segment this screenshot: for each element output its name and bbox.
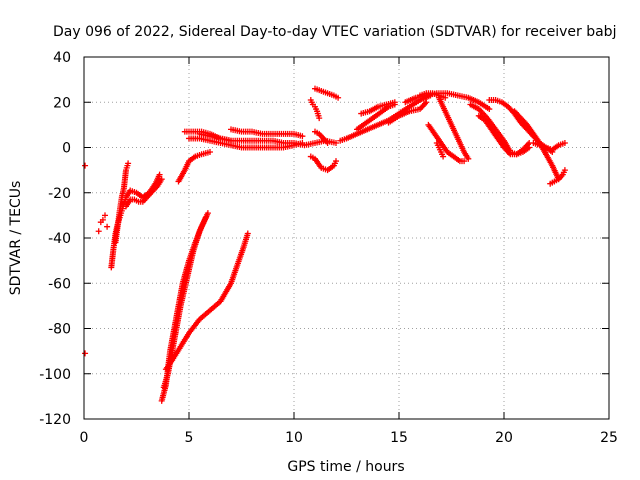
data-point [442,94,449,101]
series-track-v [425,121,468,165]
series-track-ad [547,167,568,187]
data-point [561,139,568,146]
data-point [391,99,398,106]
grid [84,57,609,419]
data-point [244,230,251,237]
data-point [202,214,209,221]
data-point [561,167,568,174]
plot-frame [83,56,610,420]
y-tick-label: -60 [48,276,71,292]
data-point [423,99,430,106]
series-track-z [475,112,533,158]
series-track-g [162,230,251,373]
data-point [465,155,472,162]
data-point [324,139,331,146]
y-tick-label: -80 [48,322,71,338]
y-tick-label: -100 [39,367,71,383]
x-tick-label: 5 [185,430,194,446]
data-point [316,115,323,122]
data-point [82,162,89,169]
series-track-ab [511,108,562,183]
data-points [82,85,568,404]
y-tick-label: 40 [53,50,71,66]
series-track-s [385,99,430,126]
x-tick-label: 20 [495,430,513,446]
data-point [333,139,339,146]
series-track-r [358,99,398,117]
axis-ticks: 0 5 10 15 20 25 -120 -100 -80 -60 -40 -20 0 20 40 [39,50,618,446]
data-point [102,212,108,219]
x-tick-label: 15 [390,430,408,446]
data-point [82,350,89,357]
data-point [299,133,306,140]
data-point [333,158,339,165]
series-track-y [467,101,533,158]
series-track-p [337,92,434,144]
series-track-c [123,176,165,210]
data-point [440,153,447,160]
data-point [104,223,111,230]
series-track-m [307,96,323,122]
series-track-i [186,135,306,151]
y-tick-label: -120 [39,412,71,428]
y-axis-label: SDTVAR / TECUs [8,181,24,296]
chart-title: Day 096 of 2022, Sidereal Day-to-day VTE… [53,24,616,40]
data-point [158,176,165,183]
series-track-ac [530,139,568,153]
data-point [335,94,342,101]
series-track-j [228,126,306,140]
x-tick-label: 25 [600,430,618,446]
data-point [156,171,163,178]
data-point [125,160,132,167]
y-tick-label: -40 [48,231,71,247]
series-track-f [160,214,209,391]
x-axis-label: GPS time / hours [287,459,404,475]
series-track-x [433,139,447,160]
series-track-k [196,130,339,149]
series-track-l [307,153,339,174]
data-point [526,144,533,151]
series-isolated [82,162,111,357]
series-track-d [175,149,213,185]
data-point [95,228,102,235]
y-tick-label: 20 [53,95,71,111]
series-track-o [312,128,331,146]
series-track-n [312,85,342,101]
data-point [207,149,213,156]
x-tick-label: 10 [285,430,303,446]
y-tick-label: 0 [62,141,71,157]
data-point [99,216,106,223]
series-track-w [435,94,472,162]
x-tick-label: 0 [80,430,89,446]
series-track-u [417,90,449,101]
data-point [486,106,493,113]
data-point [461,158,468,165]
series-track-b [112,160,132,246]
y-tick-label: -20 [48,186,71,202]
data-point [204,210,211,217]
